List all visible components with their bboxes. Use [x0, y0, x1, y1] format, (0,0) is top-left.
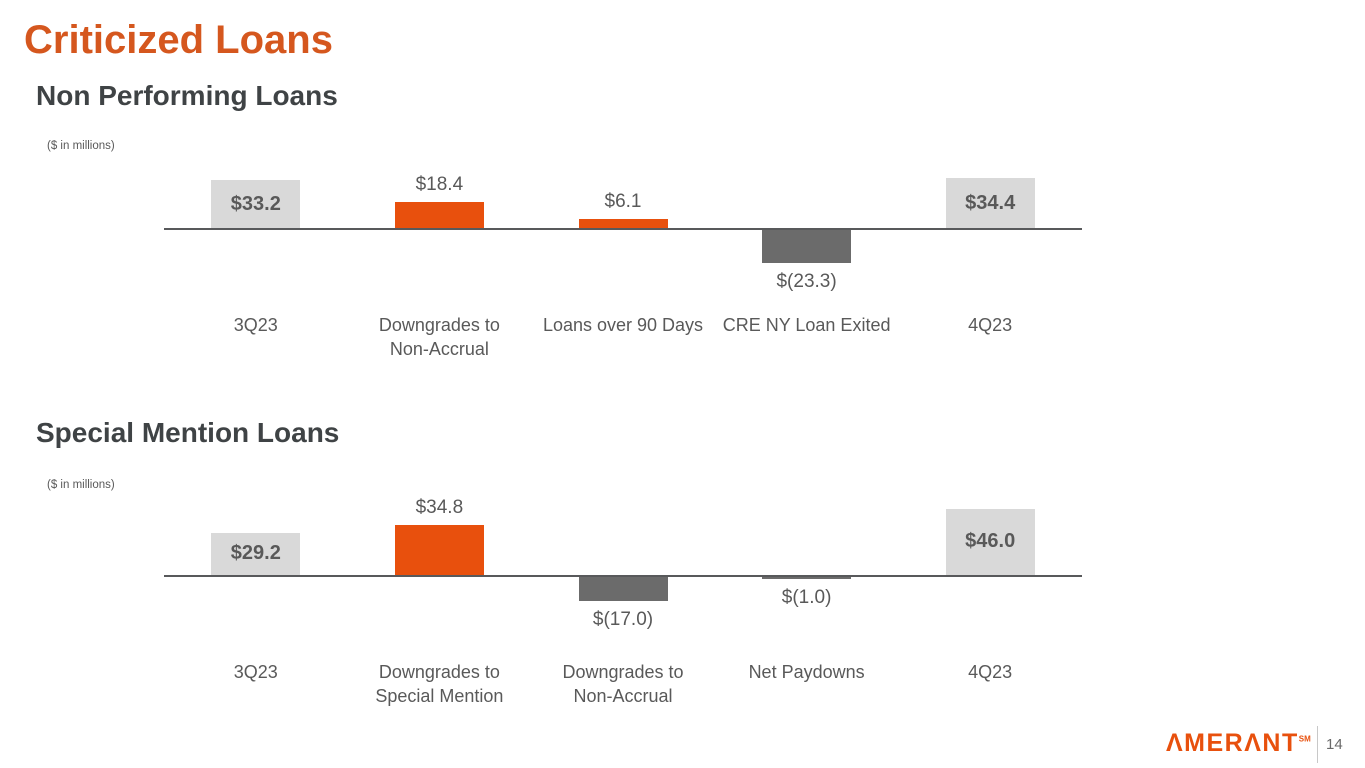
bar-value-label: $(23.3) — [776, 271, 837, 293]
non-performing-loans-chart: $33.2 3Q23 $18.4 Downgrades to Non-Accrual $… — [164, 148, 1082, 363]
waterfall-bar-total — [211, 532, 301, 575]
category-label: Net Paydowns — [748, 662, 865, 682]
waterfall-bar-total — [945, 178, 1035, 228]
bar-value-label: $33.2 — [230, 192, 281, 215]
category-label: 4Q23 — [968, 315, 1013, 335]
category-label: 3Q23 — [233, 662, 278, 682]
bar-value-label: $(1.0) — [781, 586, 832, 608]
waterfall-bar-decrease — [578, 576, 668, 601]
amerant-logo: ΛMERΛNTSM — [1166, 729, 1311, 758]
category-label: Downgrades to Non-Accrual — [562, 662, 684, 706]
axis-baseline — [164, 575, 1082, 577]
bar-value-label: $18.4 — [415, 173, 464, 195]
category-label: 4Q23 — [968, 662, 1013, 682]
amerant-wordmark: ΛMERΛNT — [1166, 729, 1299, 757]
page-title: Criticized Loans — [24, 18, 333, 62]
waterfall-bar-decrease — [762, 576, 852, 579]
bar-value-label: $6.1 — [604, 191, 642, 213]
waterfall-bar-increase — [578, 219, 668, 228]
special-mention-loans-chart: $29.2 3Q23 $34.8 Downgrades to Special Ment… — [164, 495, 1082, 710]
category-label: Downgrades to Non-Accrual — [378, 315, 500, 359]
category-label: 3Q23 — [233, 315, 278, 335]
page-number: 14 — [1326, 736, 1343, 753]
bar-value-label: $29.2 — [230, 542, 281, 565]
special-mention-loans-heading: Special Mention Loans — [36, 417, 340, 448]
units-note: ($ in millions) — [47, 140, 115, 152]
axis-baseline — [164, 228, 1082, 230]
category-label: Loans over 90 Days — [542, 315, 704, 335]
waterfall-bar-increase — [394, 201, 484, 228]
waterfall-bar-decrease — [762, 229, 852, 264]
waterfall-bar-total — [211, 180, 301, 228]
non-performing-loans-heading: Non Performing Loans — [36, 80, 338, 111]
waterfall-bar-total — [945, 508, 1035, 575]
logo-sm-mark: SM — [1298, 734, 1311, 744]
bar-value-label: $34.4 — [965, 191, 1016, 214]
bar-value-label: $34.8 — [415, 496, 464, 518]
waterfall-bar-increase — [394, 524, 484, 575]
units-note: ($ in millions) — [47, 479, 115, 491]
footer-divider — [1317, 726, 1318, 763]
bar-value-label: $(17.0) — [592, 608, 654, 630]
category-label: CRE NY Loan Exited — [722, 315, 891, 335]
bar-value-label: $46.0 — [965, 530, 1016, 553]
category-label: Downgrades to Special Mention — [375, 662, 504, 706]
